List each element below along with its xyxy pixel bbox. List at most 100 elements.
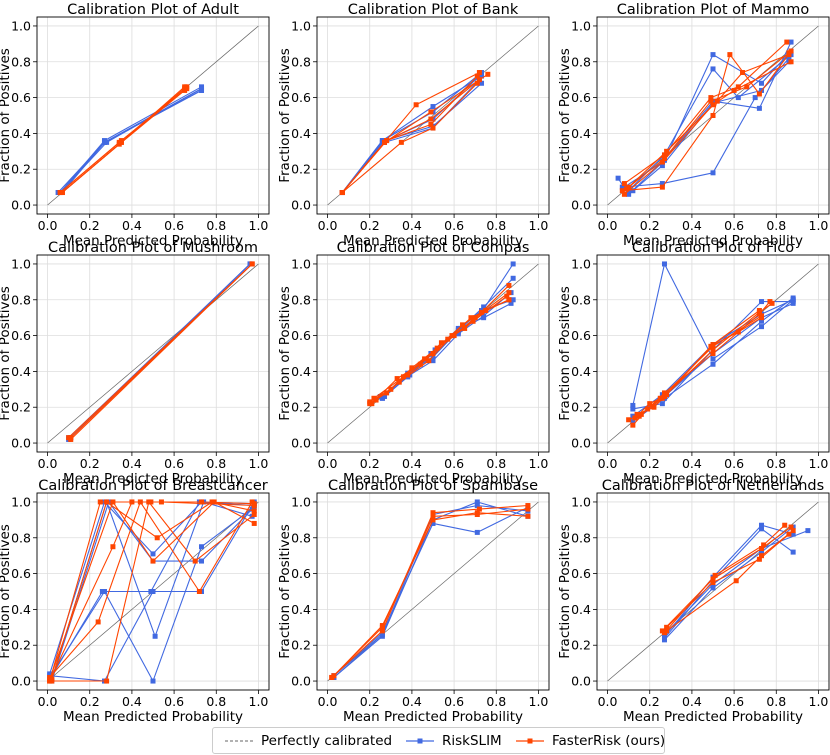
x-tick-label: 0.8 [206, 218, 226, 233]
fasterrisk-point-5-1 [104, 499, 110, 505]
fasterrisk-point-0-3 [735, 84, 741, 90]
riskslim-point-1-3 [805, 528, 811, 534]
fasterrisk-point-5-0 [49, 676, 55, 682]
fasterrisk-point-0-3 [474, 73, 480, 79]
riskslim-point-0-2 [150, 551, 156, 557]
legend-label-fasterrisk: FasterRisk (ours) [552, 732, 666, 749]
fasterrisk-point-3-4 [468, 315, 474, 321]
fasterrisk-point-3-4 [756, 308, 762, 314]
riskslim-point-4-3 [199, 558, 205, 564]
x-tick-label: 0.8 [486, 694, 506, 709]
fasterrisk-point-4-4 [251, 503, 257, 509]
x-tick-label: 0.8 [766, 218, 786, 233]
fasterrisk-point-2-2 [417, 361, 423, 367]
fasterrisk-point-0-4 [525, 503, 531, 509]
y-tick-label: 0.6 [571, 328, 591, 343]
fasterrisk-point-4-3 [485, 71, 491, 77]
riskslim-point-2-2 [430, 358, 436, 364]
y-tick-label: 0.0 [571, 436, 591, 451]
riskslim-point-1-3 [199, 544, 205, 550]
fasterrisk-point-4-5 [504, 293, 510, 299]
y-tick-label: 0.8 [291, 530, 311, 545]
fasterrisk-point-3-1 [659, 159, 665, 165]
y-tick-label: 1.0 [291, 256, 311, 271]
fasterrisk-point-2-1 [379, 624, 385, 630]
riskslim-point-0-1 [661, 261, 667, 267]
fasterrisk-line-4 [375, 295, 508, 401]
y-tick-label: 0.2 [571, 400, 591, 415]
fasterrisk-point-2-1 [664, 148, 670, 154]
y-tick-label: 0.4 [571, 364, 591, 379]
y-tick-label: 1.0 [571, 256, 591, 271]
fasterrisk-point-3-1 [400, 374, 406, 380]
fasterrisk-point-3-2 [422, 356, 428, 362]
y-tick-label: 0.0 [291, 198, 311, 213]
axes-frame [316, 492, 550, 691]
fasterrisk-point-3-4 [251, 511, 257, 517]
fasterrisk-point-3-3 [192, 558, 198, 564]
fasterrisk-point-5-3 [209, 499, 215, 505]
fasterrisk-point-2-2 [430, 125, 436, 131]
fasterrisk-point-2-2 [430, 513, 436, 519]
y-tick-label: 1.0 [291, 18, 311, 33]
y-tick-label: 0.2 [571, 638, 591, 653]
y-tick-label: 0.6 [11, 90, 31, 105]
legend: Perfectly calibrated RiskSLIM FasterRisk… [212, 727, 665, 754]
fasterrisk-point-1-4 [525, 513, 531, 519]
fasterrisk-point-3-2 [710, 102, 716, 108]
fasterrisk-line-1 [666, 533, 790, 628]
y-tick-label: 0.4 [291, 602, 311, 617]
riskslim-line-3 [341, 75, 482, 193]
fasterrisk-point-0-2 [428, 121, 434, 127]
fasterrisk-point-4-3 [759, 313, 765, 319]
y-tick-label: 0.4 [11, 126, 31, 141]
riskslim-point-4-5 [508, 300, 514, 306]
fasterrisk-point-1-3 [476, 70, 482, 76]
riskslim-point-5-2 [148, 589, 154, 594]
fasterrisk-line-4 [341, 73, 489, 193]
fasterrisk-point-1-3 [727, 52, 733, 58]
x-tick-label: 1.0 [529, 694, 549, 709]
fasterrisk-point-4-4 [786, 50, 792, 56]
perfect-calibration-line [607, 501, 819, 682]
riskslim-point-0-2 [759, 526, 765, 532]
panel-1: 0.0 0.0 0.2 0.2 0.4 0.4 0.6 0.6 0.8 0.8 1.0 1.0 Cali… [277, 2, 550, 249]
y-tick-label: 0.0 [11, 198, 31, 213]
y-tick-label: 0.8 [571, 292, 591, 307]
legend-entry-fasterrisk: FasterRisk (ours) [516, 728, 665, 753]
fasterrisk-point-1-3 [196, 589, 202, 594]
x-tick-label: 0.0 [598, 456, 618, 471]
y-tick-label: 0.6 [11, 328, 31, 343]
riskslim-point-0-3 [474, 499, 480, 505]
riskslim-point-1-2 [430, 520, 436, 526]
fasterrisk-point-0-1 [379, 628, 385, 634]
x-tick-label: 0.0 [38, 218, 58, 233]
riskslim-point-4-2 [199, 86, 205, 92]
axes-frame [36, 16, 270, 215]
riskslim-point-3-5 [510, 297, 516, 303]
panel-4: 0.0 0.0 0.2 0.2 0.4 0.4 0.6 0.6 0.8 0.8 1.0 1.0 Cali… [277, 240, 550, 487]
x-tick-label: 0.8 [486, 456, 506, 471]
fasterrisk-point-1-2 [430, 517, 436, 523]
y-axis-label: Fraction of Positives [557, 524, 573, 659]
riskslim-point-1-3 [474, 529, 480, 535]
riskslim-line-1 [664, 530, 809, 635]
y-tick-label: 0.2 [11, 162, 31, 177]
riskslim-point-2-3 [474, 503, 480, 509]
y-tick-label: 0.8 [571, 530, 591, 545]
riskslim-point-0-3 [790, 549, 796, 555]
fasterrisk-point-1-1 [710, 580, 716, 586]
fasterrisk-point-0-4 [784, 39, 790, 45]
fasterrisk-point-0-2 [430, 510, 436, 516]
fasterrisk-point-2-0 [369, 401, 375, 407]
fasterrisk-point-2-4 [525, 506, 531, 512]
legend-label-riskslim: RiskSLIM [442, 732, 502, 749]
fasterrisk-point-2-0 [68, 436, 74, 442]
fasterrisk-point-3-2 [664, 392, 670, 398]
riskslim-point-0-2 [710, 356, 716, 362]
x-tick-label: 0.2 [640, 694, 660, 709]
fasterrisk-point-0-2 [759, 546, 765, 552]
y-tick-label: 0.4 [571, 602, 591, 617]
perfect-calibration-line [327, 501, 539, 682]
fasterrisk-point-1-4 [756, 91, 762, 97]
